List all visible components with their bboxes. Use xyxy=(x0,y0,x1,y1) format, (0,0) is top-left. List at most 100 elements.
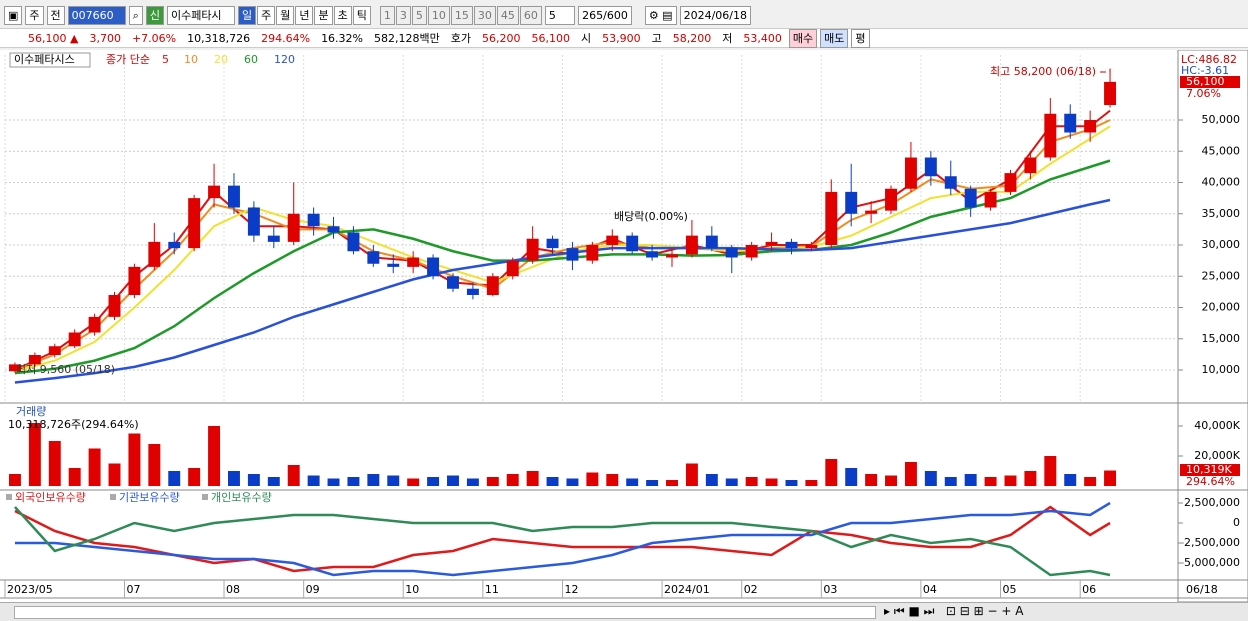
candle-body xyxy=(506,260,519,277)
volume-bar xyxy=(267,477,280,486)
candle-body xyxy=(208,185,221,199)
candle-body xyxy=(944,176,957,189)
interval-button[interactable]: 10 xyxy=(427,5,450,25)
candle-body xyxy=(1084,120,1097,133)
legend-swatch xyxy=(110,494,116,500)
sell-button[interactable]: 매도 xyxy=(820,28,849,48)
y-tick-label: 15,000 xyxy=(1202,332,1241,345)
candle-body xyxy=(48,346,61,355)
candle-body xyxy=(924,157,937,177)
volume-bar xyxy=(108,463,121,486)
menu-icon[interactable]: ▣ xyxy=(4,5,23,25)
volume-bar xyxy=(606,474,619,486)
candle-body xyxy=(1104,81,1117,105)
interval-button[interactable]: 15 xyxy=(450,5,473,25)
volume-bar xyxy=(924,471,937,486)
x-tick-label: 2024/01 xyxy=(664,583,710,596)
volume-bar xyxy=(88,448,101,486)
candle-body xyxy=(387,263,400,267)
candle-body xyxy=(964,188,977,208)
volume-bar xyxy=(327,478,340,486)
period-button[interactable]: 일 xyxy=(237,5,257,25)
x-tick-label: 06 xyxy=(1082,583,1096,596)
volume-bar xyxy=(506,474,519,486)
ask: 56,200 xyxy=(482,31,521,45)
interval-button[interactable]: 30 xyxy=(473,5,496,25)
chart-title: 이수페타시스 xyxy=(14,53,75,66)
interval-button[interactable]: 60 xyxy=(519,5,542,25)
volume-bar xyxy=(247,474,260,486)
count[interactable]: 265/600 xyxy=(577,5,632,25)
candle-body xyxy=(188,198,201,249)
candle-body xyxy=(725,248,738,258)
code-input[interactable]: 007660 xyxy=(67,5,126,25)
interval-button[interactable]: 5 xyxy=(411,5,427,25)
candle-body xyxy=(1044,113,1057,158)
candle-body xyxy=(845,191,858,214)
y-tick-label: 40,000K xyxy=(1194,419,1240,432)
period-button[interactable]: 년 xyxy=(295,5,314,25)
buy-button[interactable]: 매수 xyxy=(788,28,818,48)
x-tick-label: 05 xyxy=(1003,583,1017,596)
candle-body xyxy=(566,248,579,261)
volume-bar xyxy=(447,475,459,486)
period-button[interactable]: 분 xyxy=(314,5,333,25)
volume-bar xyxy=(666,480,678,486)
series-line xyxy=(14,501,1111,577)
candle-body xyxy=(745,245,758,258)
legend-entry: 외국인보유수량 xyxy=(15,491,86,504)
period-button[interactable]: 월 xyxy=(276,5,295,25)
interval-button[interactable]: 45 xyxy=(496,5,519,25)
last-volume-box xyxy=(1180,464,1240,476)
interval-button[interactable]: 1 xyxy=(379,5,395,25)
x-tick-label: 10 xyxy=(405,583,419,596)
x-tick-label: 12 xyxy=(565,583,579,596)
candle-body xyxy=(865,210,878,214)
axis-label: 56,100 xyxy=(1186,75,1225,88)
high: 58,200 xyxy=(672,31,712,45)
candle-body xyxy=(666,254,678,258)
interval-button[interactable]: 3 xyxy=(395,5,411,25)
amount: 582,128백만 xyxy=(374,32,440,45)
axis-label: 10,319K xyxy=(1186,463,1232,476)
x-end-label: 06/18 xyxy=(1186,583,1218,596)
y-tick-label: 20,000K xyxy=(1194,449,1240,462)
annotation: 최고 58,200 (06/18) xyxy=(990,65,1096,78)
x-tick-label: 11 xyxy=(485,583,499,596)
candle-body xyxy=(88,316,101,333)
period-button[interactable]: 초 xyxy=(333,5,352,25)
scroll-track[interactable] xyxy=(14,606,876,619)
market-select[interactable]: 주 xyxy=(25,5,44,25)
prev-button[interactable]: 전 xyxy=(46,5,65,25)
ask-label: 호가 xyxy=(450,32,471,45)
legend-entry: 20 xyxy=(214,53,228,66)
candle-body xyxy=(327,226,340,233)
scrollbar[interactable]: ▸ ⏮ ■ ⏭ ⊡ ⊟ ⊞ − + A xyxy=(0,602,1248,621)
candle-body xyxy=(267,235,280,242)
period-button[interactable]: 틱 xyxy=(352,5,371,25)
y-tick-label: 0 xyxy=(1233,516,1240,529)
tools[interactable]: ⚙ ▤ xyxy=(644,5,677,25)
interval-select[interactable]: 5 xyxy=(544,5,575,25)
candle-body xyxy=(228,185,240,208)
period-button[interactable]: 주 xyxy=(257,5,276,25)
volume-bar xyxy=(1084,477,1097,486)
series-line xyxy=(14,506,1111,577)
axis-label: HC:-3.61 xyxy=(1181,64,1229,77)
search-icon[interactable]: ⌕ xyxy=(128,5,143,25)
candle-body xyxy=(646,251,659,258)
y-tick-label: 20,000 xyxy=(1202,301,1241,314)
candle-body xyxy=(247,207,260,236)
volume-bar xyxy=(964,474,977,486)
volume-bar xyxy=(865,474,878,486)
candle-body xyxy=(685,235,698,255)
y-tick-label: 45,000 xyxy=(1202,144,1241,157)
candle-body xyxy=(108,295,121,317)
volume-bar xyxy=(626,478,639,486)
volume-bar xyxy=(367,474,380,486)
date-input[interactable]: 2024/06/18 xyxy=(679,5,751,25)
scroll-controls[interactable]: ▸ ⏮ ■ ⏭ ⊡ ⊟ ⊞ − + A xyxy=(884,604,1024,618)
legend-swatch xyxy=(6,494,12,500)
avg-button[interactable]: 평 xyxy=(851,28,870,48)
